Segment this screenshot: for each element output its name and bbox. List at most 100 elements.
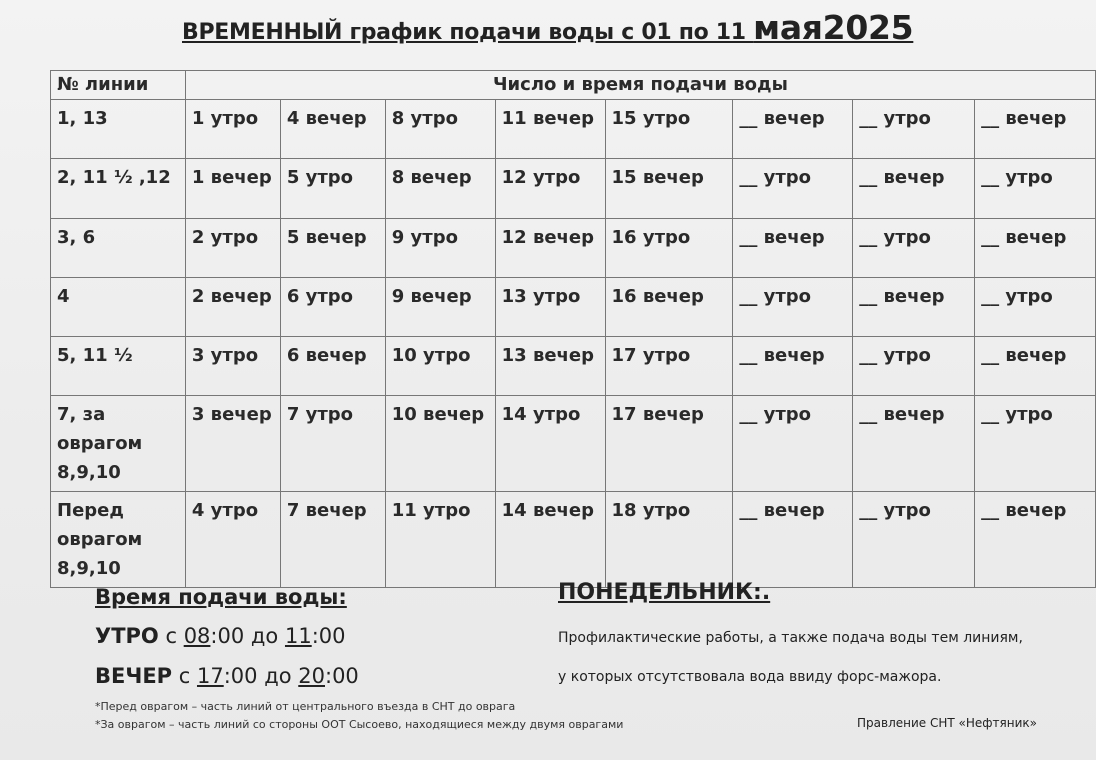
schedule-cell: 3 вечер: [184, 395, 281, 492]
to-word: до: [250, 624, 279, 648]
evening-from-hour: 17: [196, 664, 224, 688]
schedule-cell: 2 вечер: [184, 277, 281, 337]
monday-note-line1: Профилактические работы, а также подача …: [558, 630, 1023, 646]
schedule-cell: 12 вечер: [494, 218, 606, 278]
from-word: с: [178, 664, 191, 688]
schedule-cell: 16 вечер: [604, 277, 734, 337]
schedule-cell: __ утро: [852, 218, 976, 278]
table-row: Перед оврагом 8,9,10 4 утро 7 вечер 11 утро…: [50, 491, 1096, 588]
supply-time-heading: Время подачи воды:: [95, 585, 347, 609]
schedule-cell: 4 вечер: [279, 99, 386, 159]
schedule-table: № линии Число и время подачи воды 1, 13 1…: [50, 70, 1096, 588]
morning-to-hour: 11: [284, 624, 312, 648]
footnote-beyond-ravine: *За оврагом – часть линий со стороны ООТ…: [95, 718, 624, 731]
schedule-cell: 11 утро: [384, 491, 496, 588]
schedule-cell: 8 вечер: [384, 158, 496, 219]
signature: Правление СНТ «Нефтяник»: [857, 716, 1037, 730]
evening-time: ВЕЧЕР с 17:00 до 20:00: [95, 664, 359, 688]
schedule-cell: __ вечер: [974, 218, 1096, 278]
schedule-cell: __ утро: [974, 277, 1096, 337]
schedule-cell: __ утро: [852, 99, 976, 159]
header-line-number: № линии: [50, 70, 186, 100]
from-word: с: [165, 624, 177, 648]
evening-to-hour: 20: [298, 664, 325, 688]
schedule-cell: __ утро: [974, 158, 1096, 219]
schedule-cell: __ вечер: [732, 336, 854, 396]
line-number-cell: 5, 11 ½: [50, 336, 186, 396]
footnote-before-ravine: *Перед оврагом – часть линий от централь…: [95, 700, 516, 713]
schedule-cell: 5 вечер: [279, 218, 386, 278]
schedule-cell: __ утро: [732, 277, 854, 337]
schedule-cell: 1 вечер: [184, 158, 281, 219]
schedule-cell: 9 вечер: [384, 277, 496, 337]
schedule-cell: __ вечер: [852, 395, 976, 492]
schedule-cell: 14 вечер: [494, 491, 606, 588]
schedule-cell: __ утро: [852, 336, 976, 396]
schedule-cell: 5 утро: [279, 158, 386, 219]
schedule-cell: __ вечер: [974, 99, 1096, 159]
schedule-cell: 9 утро: [384, 218, 496, 278]
table-row: 1, 13 1 утро 4 вечер 8 утро 11 вечер 15 утро _…: [50, 99, 1096, 159]
schedule-cell: 2 утро: [184, 218, 281, 278]
page-title: ВРЕМЕННЫЙ график подачи воды с 01 по 11 …: [182, 8, 914, 47]
evening-from-min: :00: [223, 664, 258, 688]
line-number-cell: 3, 6: [50, 218, 186, 278]
monday-heading: ПОНЕДЕЛЬНИК:.: [558, 580, 771, 605]
schedule-cell: 7 вечер: [279, 491, 386, 588]
schedule-cell: 16 утро: [604, 218, 734, 278]
morning-from-hour: 08: [183, 624, 211, 648]
schedule-cell: 10 вечер: [384, 395, 496, 492]
schedule-cell: 17 вечер: [604, 395, 734, 492]
schedule-cell: 14 утро: [494, 395, 606, 492]
schedule-cell: __ утро: [732, 395, 854, 492]
schedule-cell: 11 вечер: [494, 99, 606, 159]
line-number-cell: Перед оврагом 8,9,10: [50, 491, 186, 588]
table-row: 7, за оврагом 8,9,10 3 вечер 7 утро 10 вече…: [50, 395, 1096, 492]
schedule-cell: 15 утро: [604, 99, 734, 159]
morning-from-min: :00: [210, 624, 245, 648]
schedule-cell: __ вечер: [732, 99, 854, 159]
evening-label: ВЕЧЕР: [95, 664, 173, 688]
schedule-cell: 3 утро: [184, 336, 281, 396]
schedule-cell: 4 утро: [184, 491, 281, 588]
schedule-cell: __ вечер: [974, 336, 1096, 396]
schedule-cell: __ вечер: [852, 158, 976, 219]
schedule-cell: __ вечер: [732, 218, 854, 278]
schedule-cell: __ вечер: [974, 491, 1096, 588]
schedule-cell: __ вечер: [732, 491, 854, 588]
to-word: до: [264, 664, 292, 688]
line-number-cell: 2, 11 ½ ,12: [50, 158, 186, 219]
schedule-cell: 6 вечер: [279, 336, 386, 396]
header-schedule: Число и время подачи воды: [184, 70, 1096, 100]
schedule-cell: 15 вечер: [604, 158, 734, 219]
schedule-cell: 13 утро: [494, 277, 606, 337]
schedule-cell: 6 утро: [279, 277, 386, 337]
title-month: мая2025: [753, 8, 914, 47]
schedule-cell: __ утро: [732, 158, 854, 219]
schedule-cell: 1 утро: [184, 99, 281, 159]
line-number-cell: 4: [50, 277, 186, 337]
schedule-cell: 8 утро: [384, 99, 496, 159]
morning-to-min: :00: [311, 624, 346, 648]
schedule-cell: __ утро: [852, 491, 976, 588]
schedule-cell: __ утро: [974, 395, 1096, 492]
table-row: 2, 11 ½ ,12 1 вечер 5 утро 8 вечер 12 утро 15…: [50, 158, 1096, 219]
line-number-cell: 7, за оврагом 8,9,10: [50, 395, 186, 492]
schedule-cell: 12 утро: [494, 158, 606, 219]
line-number-cell: 1, 13: [50, 99, 186, 159]
schedule-cell: 10 утро: [384, 336, 496, 396]
schedule-cell: __ вечер: [852, 277, 976, 337]
evening-to-min: :00: [325, 664, 359, 688]
schedule-cell: 17 утро: [604, 336, 734, 396]
title-text: ВРЕМЕННЫЙ график подачи воды с 01 по 11: [182, 20, 754, 45]
schedule-cell: 7 утро: [279, 395, 386, 492]
monday-note-line2: у которых отсутствовала вода ввиду форс-…: [558, 669, 942, 685]
schedule-cell: 18 утро: [604, 491, 734, 588]
schedule-cell: 13 вечер: [494, 336, 606, 396]
morning-time: УТРО с 08:00 до 11:00: [95, 624, 346, 648]
morning-label: УТРО: [95, 624, 159, 648]
